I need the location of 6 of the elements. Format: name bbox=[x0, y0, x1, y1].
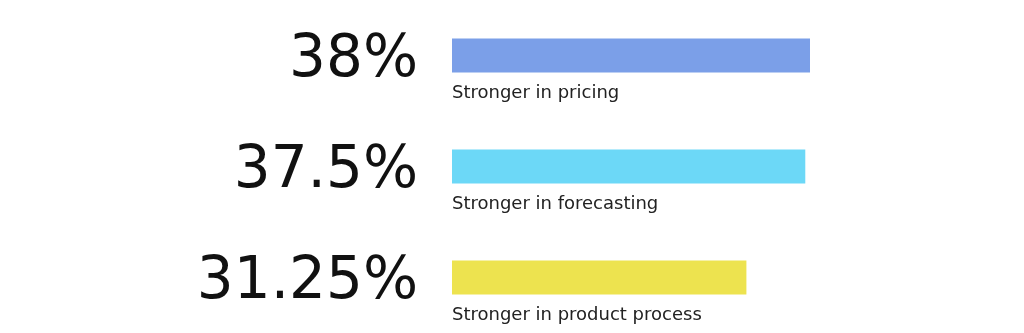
data-label: 38% bbox=[289, 21, 418, 90]
y-tick-label: Stronger in forecasting bbox=[452, 192, 659, 213]
data-label: 31.25% bbox=[196, 243, 418, 312]
y-tick-label: Stronger in pricing bbox=[452, 81, 620, 102]
data-label: 37.5% bbox=[233, 132, 418, 201]
y-tick-label: Stronger in product process bbox=[452, 303, 702, 324]
